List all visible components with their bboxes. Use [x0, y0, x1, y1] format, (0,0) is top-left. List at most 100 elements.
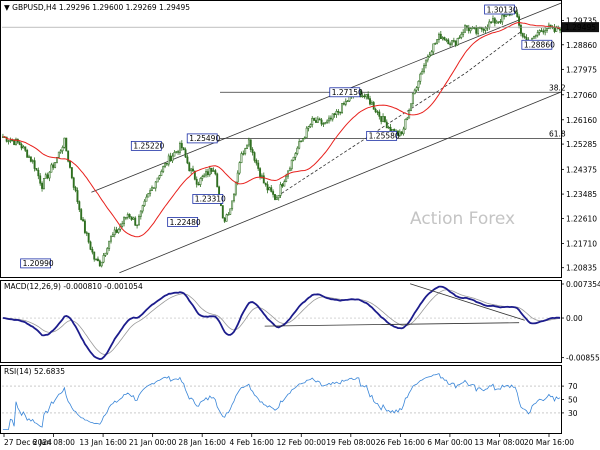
price-label-box [167, 217, 199, 227]
candle-body [178, 143, 181, 153]
candle-body [33, 160, 36, 169]
price-label: 1.20990 [23, 259, 54, 268]
price-label: 1.25490 [189, 134, 220, 143]
rsi-axis: 70 50 30 [561, 382, 578, 418]
candle-body [223, 217, 226, 222]
candle-body [275, 197, 278, 200]
candle-body [493, 18, 496, 24]
candle-body [205, 171, 207, 176]
candle-body [285, 175, 288, 182]
candle-body [233, 193, 235, 202]
candle-body [121, 223, 124, 227]
candle-body [410, 103, 412, 111]
candle-body [315, 120, 317, 123]
candle-body [402, 128, 405, 135]
candle-body [406, 117, 409, 120]
candle-body [242, 153, 245, 155]
x-tick-label: 13 Jan 16:00 [79, 438, 127, 447]
candle-body [411, 93, 414, 104]
candle-body [290, 159, 293, 170]
candle-body [188, 162, 191, 172]
candle-body [342, 103, 345, 105]
candle-body [424, 59, 427, 66]
candle-body [160, 171, 163, 176]
candle-body [344, 100, 347, 105]
candle-body [303, 137, 306, 139]
y-tick-label: 1.29735 [566, 16, 597, 25]
candle-body [98, 260, 101, 267]
price-label: 1.28860 [524, 41, 555, 50]
candle-body [339, 111, 342, 114]
y-tick-label: 1.21710 [566, 239, 597, 248]
rsi-y-tick-label: 30 [568, 409, 578, 418]
trend-channel-line [281, 30, 523, 194]
candle-body [240, 153, 243, 163]
price-label: 1.30130 [487, 5, 518, 14]
candle-body [326, 120, 329, 123]
candle-body [115, 229, 118, 233]
candle-body [136, 224, 139, 226]
candle-body [26, 150, 29, 158]
candle-body [542, 30, 545, 33]
x-tick-label: 21 Jan 00:00 [129, 438, 177, 447]
candle-body [274, 194, 276, 200]
macd-title: MACD(12,26,9) -0.000810 -0.001054 [4, 282, 143, 291]
x-tick-label: 6 Mar 00:00 [427, 438, 473, 447]
candle-body [91, 249, 94, 253]
candle-body [298, 141, 301, 149]
candle-body [184, 149, 187, 158]
candle-body [516, 12, 519, 17]
candle-body [413, 89, 416, 95]
candle-body [456, 38, 459, 46]
candle-body [391, 129, 394, 132]
candle-body [162, 166, 165, 172]
candle-body [400, 131, 403, 135]
candle-body [544, 30, 547, 33]
collapse-arrow-icon[interactable]: ▼ [4, 3, 10, 12]
candle-body [439, 33, 442, 40]
candle-body [441, 37, 444, 40]
candle-body [270, 187, 273, 192]
candle-body [257, 162, 260, 169]
candle-body [482, 28, 485, 31]
candle-body [67, 150, 70, 162]
candle-body [296, 147, 299, 154]
candle-body [253, 152, 256, 161]
candle-body [430, 51, 433, 56]
trend-channel-line [119, 91, 562, 274]
price-label-box [521, 39, 553, 50]
macd-panel [2, 283, 561, 361]
candle-body [281, 184, 284, 187]
candle-body [108, 240, 111, 249]
candle-body [59, 150, 62, 153]
candle-body [46, 174, 49, 179]
candle-body [145, 196, 148, 202]
candle-body [95, 258, 98, 261]
candle-body [559, 28, 562, 31]
macd-axis: 0.007354 0.00 -0.008558 [561, 280, 600, 363]
x-tick-label: 4 Feb 16:00 [230, 438, 275, 447]
candle-body [234, 181, 237, 195]
candle-body [15, 138, 17, 145]
candle-body [361, 95, 364, 98]
candle-body [501, 14, 504, 23]
candle-body [389, 126, 392, 132]
candle-body [255, 160, 258, 164]
candle-body [13, 140, 16, 145]
candle-body [165, 162, 168, 165]
x-tick-label: 13 Mar 08:00 [474, 438, 524, 447]
candle-body [31, 160, 34, 162]
candle-body [419, 73, 422, 82]
candle-body [72, 177, 75, 188]
candle-body [158, 175, 161, 179]
candle-body [180, 143, 183, 149]
candle-body [266, 184, 269, 191]
candle-body [193, 170, 196, 180]
candle-body [262, 175, 265, 184]
candle-body [307, 126, 310, 129]
candle-body [35, 168, 38, 171]
price-label: 1.23310 [195, 195, 226, 204]
price-label-box [20, 258, 52, 269]
